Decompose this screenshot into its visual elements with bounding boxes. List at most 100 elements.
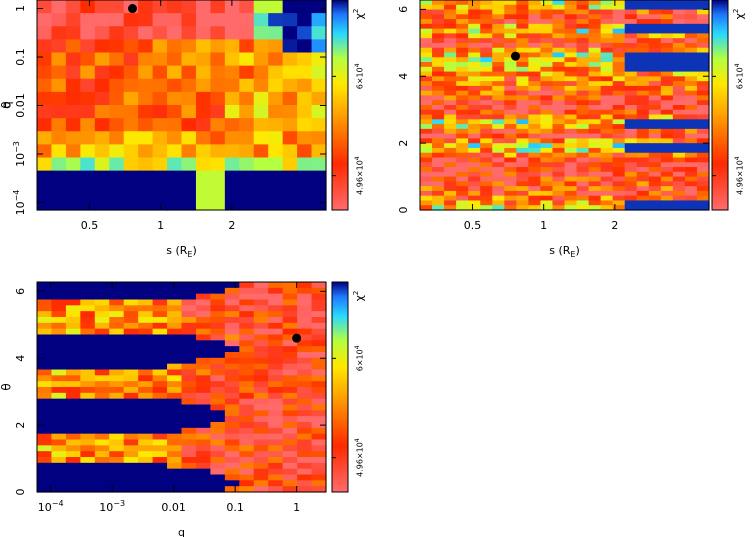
- heatmap-cell: [51, 328, 67, 336]
- heatmap-cell: [432, 152, 445, 159]
- heatmap-cell: [210, 311, 226, 318]
- heatmap-cell: [138, 451, 154, 458]
- heatmap-cell: [540, 42, 554, 49]
- heatmap-cell: [648, 33, 662, 39]
- heatmap-cell: [684, 100, 698, 106]
- heatmap-cell: [224, 416, 240, 423]
- heatmap-cell: [528, 62, 542, 68]
- heatmap-cell: [456, 176, 469, 182]
- heatmap-cell: [138, 387, 154, 394]
- heatmap-cell: [612, 9, 626, 15]
- heatmap-cell: [684, 167, 698, 173]
- heatmap-cell: [636, 176, 650, 182]
- heatmap-cell: [297, 328, 313, 336]
- heatmap-cell: [167, 427, 183, 435]
- heatmap-cell: [195, 398, 211, 406]
- heatmap-cell: [420, 85, 433, 92]
- heatmap-cell: [684, 4, 698, 11]
- heatmap-cell: [540, 33, 554, 39]
- heatmap-cell: [564, 200, 578, 206]
- heatmap-cell: [612, 66, 626, 73]
- heatmap-cell: [564, 95, 578, 101]
- heatmap-cell: [444, 143, 457, 149]
- heatmap-cell: [600, 85, 614, 92]
- heatmap-cell: [311, 439, 327, 446]
- heatmap-cell: [224, 369, 240, 376]
- heatmap-cell: [239, 287, 255, 295]
- heatmap-cell: [588, 0, 602, 6]
- heatmap-cell: [624, 176, 638, 182]
- heatmap-cell: [224, 183, 240, 198]
- heatmap-cell: [468, 205, 481, 211]
- heatmap-cell: [210, 427, 226, 435]
- heatmap-cell: [420, 76, 433, 82]
- heatmap-cell: [94, 346, 110, 353]
- heatmap-cell: [624, 124, 638, 130]
- heatmap-cell: [152, 183, 168, 198]
- heatmap-cell: [195, 299, 211, 306]
- heatmap-cell: [123, 363, 139, 371]
- heatmap-cell: [311, 416, 327, 423]
- heatmap-cell: [138, 0, 154, 14]
- heatmap-cell: [297, 322, 313, 330]
- heatmap-cell: [282, 357, 298, 365]
- heatmap-cell: [564, 66, 578, 73]
- heatmap-cell: [109, 474, 125, 481]
- heatmap-cell: [492, 90, 505, 97]
- heatmap-cell: [552, 109, 566, 116]
- heatmap-cell: [51, 183, 67, 198]
- heatmap-cell: [420, 114, 433, 120]
- heatmap-cell: [636, 52, 650, 58]
- heatmap-cell: [80, 52, 96, 67]
- heatmap-cell: [253, 468, 269, 476]
- heatmap-cell: [528, 176, 542, 182]
- heatmap-cell: [576, 186, 590, 192]
- heatmap-cell: [297, 462, 313, 470]
- heatmap-cell: [138, 305, 154, 312]
- heatmap-cell: [600, 47, 614, 54]
- heatmap-cell: [540, 38, 554, 44]
- heatmap-cell: [468, 95, 481, 101]
- heatmap-cell: [297, 305, 313, 312]
- heatmap-cell: [564, 138, 578, 144]
- heatmap-cell: [152, 144, 168, 159]
- heatmap-cell: [480, 147, 493, 154]
- heatmap-cell: [564, 167, 578, 173]
- heatmap-cell: [552, 90, 566, 97]
- heatmap-cell: [672, 33, 686, 39]
- heatmap-cell: [696, 4, 710, 11]
- heatmap-cell: [152, 410, 168, 417]
- heatmap-cell: [80, 451, 96, 458]
- heatmap-cell: [660, 52, 674, 58]
- heatmap-cell: [282, 387, 298, 394]
- heatmap-cell: [600, 143, 614, 149]
- heatmap-cell: [636, 23, 650, 30]
- heatmap-cell: [268, 439, 284, 446]
- heatmap-cell: [181, 39, 197, 54]
- heatmap-cell: [648, 38, 662, 44]
- heatmap-cell: [94, 398, 110, 406]
- heatmap-cell: [540, 62, 554, 68]
- heatmap-cell: [468, 171, 481, 178]
- heatmap-cell: [268, 387, 284, 394]
- heatmap-cell: [152, 352, 168, 359]
- heatmap-cell: [636, 124, 650, 130]
- heatmap-cell: [612, 76, 626, 82]
- heatmap-cell: [516, 57, 529, 63]
- heatmap-cell: [624, 52, 638, 58]
- heatmap-cell: [480, 62, 493, 68]
- heatmap-cell: [588, 76, 602, 82]
- heatmap-cell: [684, 200, 698, 206]
- heatmap-cell: [94, 462, 110, 470]
- heatmap-cell: [167, 381, 183, 388]
- heatmap-cell: [504, 167, 517, 173]
- heatmap-cell: [600, 76, 614, 82]
- heatmap-cell: [504, 195, 517, 202]
- heatmap-cell: [480, 176, 493, 182]
- y-tick-label: 6: [397, 6, 410, 13]
- heatmap-cell: [167, 328, 183, 336]
- heatmap-cell: [456, 167, 469, 173]
- heatmap-cell: [516, 162, 529, 168]
- heatmap-cell: [684, 0, 698, 6]
- heatmap-cell: [672, 138, 686, 144]
